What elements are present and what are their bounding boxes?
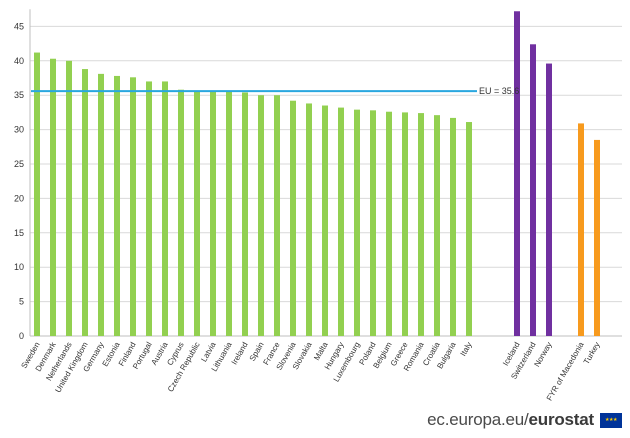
bars xyxy=(34,11,600,337)
site-url-prefix: ec.europa.eu/ xyxy=(427,410,529,429)
site-brand: eurostat xyxy=(528,410,595,429)
bar xyxy=(370,110,376,336)
y-tick-label: 0 xyxy=(19,331,24,341)
bar xyxy=(66,60,72,337)
bar xyxy=(162,81,168,336)
bar xyxy=(434,115,440,336)
bar xyxy=(306,103,312,337)
bar xyxy=(578,123,584,337)
bar xyxy=(594,139,600,336)
bar xyxy=(274,95,280,336)
eurostat-footer: ec.europa.eu/eurostat ★★★ xyxy=(427,410,622,430)
bar xyxy=(82,69,88,336)
bar xyxy=(290,100,296,336)
y-tick-label: 40 xyxy=(14,56,24,66)
bar xyxy=(146,81,152,336)
category-label: Ireland xyxy=(230,341,250,367)
eu-reference-line: EU = 35.6 xyxy=(31,86,519,96)
category-label: Italy xyxy=(459,341,474,358)
bar xyxy=(402,112,408,337)
category-label: Turkey xyxy=(582,341,602,366)
bar xyxy=(354,109,360,336)
y-tick-label: 25 xyxy=(14,159,24,169)
bar xyxy=(514,11,520,336)
y-tick-label: 20 xyxy=(14,193,24,203)
bar xyxy=(450,117,456,337)
bar xyxy=(338,107,344,336)
site-url[interactable]: ec.europa.eu/eurostat xyxy=(427,410,594,430)
bar xyxy=(546,63,552,336)
reference-line-label: EU = 35.6 xyxy=(479,86,519,96)
bar xyxy=(466,122,472,336)
y-tick-label: 5 xyxy=(19,297,24,307)
bar xyxy=(34,52,40,336)
bar xyxy=(130,77,136,336)
bar xyxy=(530,44,536,337)
bar xyxy=(226,91,232,336)
y-tick-label: 45 xyxy=(14,21,24,31)
bar xyxy=(114,75,120,336)
bar xyxy=(322,105,328,337)
bar xyxy=(210,91,216,337)
bar xyxy=(258,95,264,336)
y-tick-label: 30 xyxy=(14,125,24,135)
bar xyxy=(194,91,200,337)
y-tick-label: 35 xyxy=(14,90,24,100)
bar xyxy=(418,113,424,336)
bar xyxy=(178,89,184,336)
bar xyxy=(50,58,56,337)
y-tick-label: 10 xyxy=(14,262,24,272)
bar xyxy=(98,73,104,336)
bar xyxy=(386,111,392,336)
y-tick-label: 15 xyxy=(14,228,24,238)
eu-flag-icon: ★★★ xyxy=(600,412,622,428)
bar xyxy=(242,92,248,336)
